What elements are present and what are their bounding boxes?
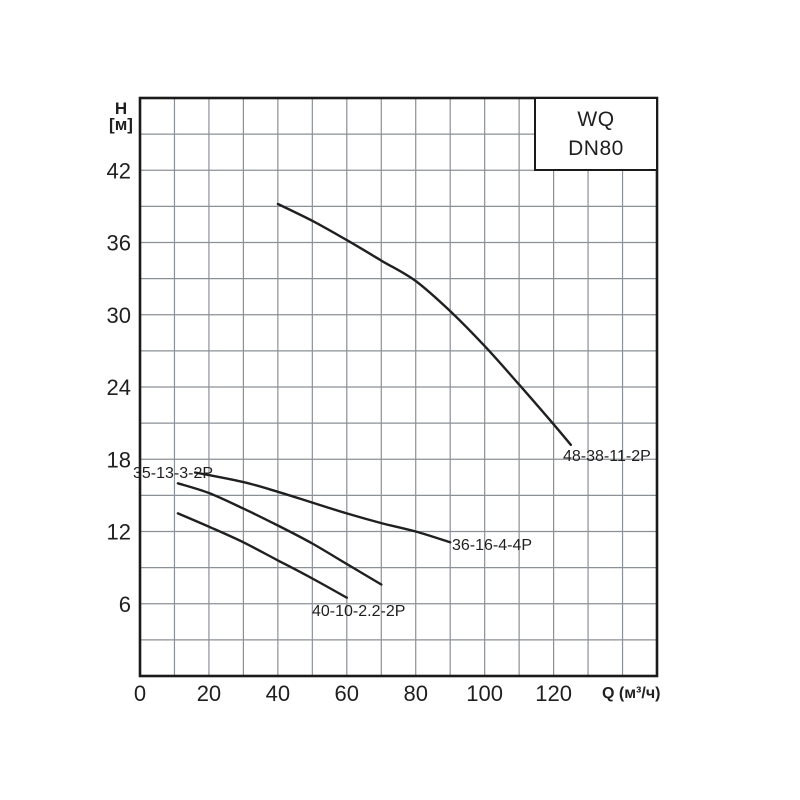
x-tick-label: 0 [134, 681, 146, 706]
x-tick-label: 80 [403, 681, 427, 706]
curve-label-40-10-2-2-2p: 40-10-2.2-2P [312, 603, 406, 620]
y-tick-label: 18 [107, 447, 131, 472]
pump-curve-35-13-3-2P [176, 482, 383, 586]
y-tick-label: 12 [107, 520, 131, 545]
pump-curve-48-38-11-2P [276, 202, 572, 446]
curve-label-35-13-3-2p: 35-13-3-2P [133, 465, 214, 482]
model-label-line1: WQ [577, 108, 615, 131]
plot-border [138, 96, 659, 678]
curve-label-48-38-11-2p: 48-38-11-2P [563, 448, 651, 465]
y-tick-label: 36 [107, 231, 131, 256]
model-label-box: WQ DN80 [534, 97, 658, 171]
curve-label-36-16-4-4p: 36-16-4-4P [452, 537, 533, 554]
x-tick-label: 40 [266, 681, 290, 706]
x-tick-label: 20 [197, 681, 221, 706]
y-tick-label: 42 [107, 158, 131, 183]
y-tick-label: 6 [119, 592, 131, 617]
y-tick-label: 24 [107, 375, 131, 400]
y-axis-title: H [м] [103, 99, 139, 134]
x-tick-label: 60 [335, 681, 359, 706]
pump-curve-40-10-2.2-2P [176, 512, 348, 599]
model-label-line2: DN80 [568, 137, 624, 160]
x-axis-title: Q (м³/ч) [602, 685, 661, 702]
pump-curve-36-16-4-4P [193, 471, 452, 544]
x-tick-label: 120 [535, 681, 572, 706]
y-axis-unit: [м] [109, 115, 133, 134]
y-tick-label: 30 [107, 303, 131, 328]
y-axis-symbol: H [114, 99, 128, 118]
x-tick-label: 100 [466, 681, 503, 706]
